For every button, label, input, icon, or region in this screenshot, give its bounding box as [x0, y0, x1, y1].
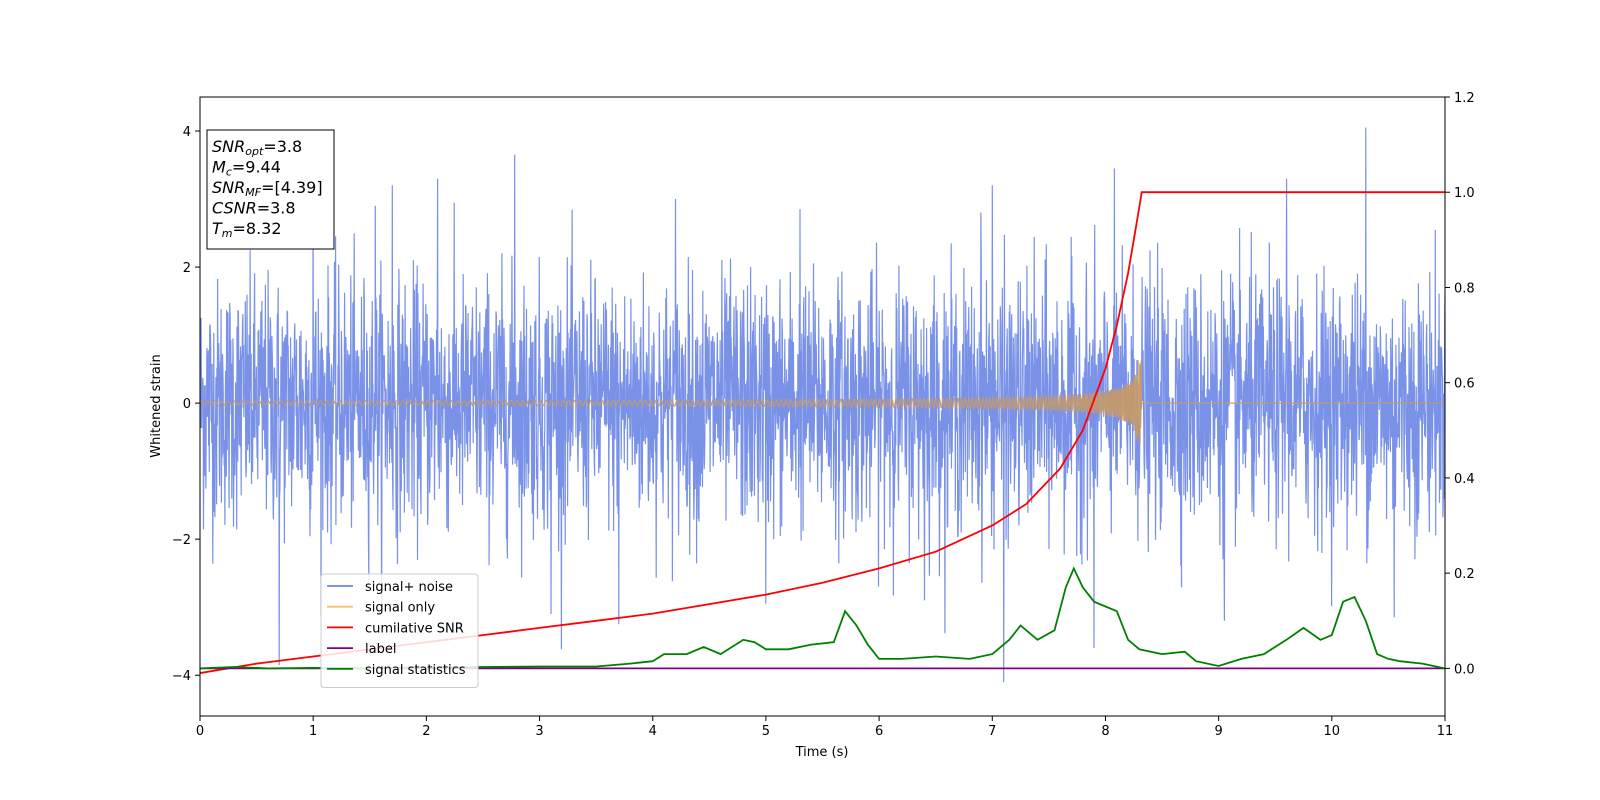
legend-label: label [365, 642, 396, 657]
x-tick-label: 1 [309, 724, 317, 739]
legend-label: signal only [365, 601, 435, 616]
y-axis-label: Whitened strain [149, 354, 164, 457]
x-tick-label: 3 [535, 724, 543, 739]
series-signal-only [200, 360, 1445, 445]
legend: signal+ noise signal only cumilative SNR la… [320, 573, 479, 688]
x-tick-label: 10 [1324, 724, 1341, 739]
y-axis-right: 0.0 0.2 0.4 0.6 0.8 1.0 1.2 [1445, 91, 1475, 677]
y2-tick-label: 0.8 [1454, 281, 1475, 296]
x-tick-label: 8 [1101, 724, 1109, 739]
y-tick-label: 2 [183, 261, 191, 276]
legend-frame [320, 573, 479, 688]
legend-label: signal statistics [365, 663, 466, 678]
x-tick-label: 4 [649, 724, 657, 739]
x-axis-label: Time (s) [795, 745, 849, 760]
y-axis-left: −4 −2 0 2 4 [172, 125, 200, 684]
y2-tick-label: 0.6 [1454, 377, 1475, 392]
info-line: SNRMF=[4.39] [212, 178, 323, 199]
x-tick-label: 9 [1214, 724, 1222, 739]
info-box-frame [206, 129, 335, 250]
series-signal-statistics [200, 566, 1445, 670]
info-line: CSNR=3.8 [212, 199, 296, 218]
y2-tick-label: 1.2 [1454, 91, 1475, 106]
x-tick-label: 7 [988, 724, 996, 739]
x-tick-label: 6 [875, 724, 883, 739]
y-tick-label: −2 [172, 533, 191, 548]
info-line: Tm=8.32 [212, 219, 282, 240]
x-tick-label: 0 [196, 724, 204, 739]
x-tick-label: 11 [1437, 724, 1454, 739]
y-tick-label: 0 [183, 397, 191, 412]
y-tick-label: 4 [183, 125, 191, 140]
x-tick-label: 2 [422, 724, 430, 739]
y2-tick-label: 0.2 [1454, 567, 1475, 582]
y2-tick-label: 1.0 [1454, 186, 1475, 201]
legend-label: cumilative SNR [365, 621, 464, 636]
info-line: SNRopt=3.8 [212, 137, 302, 158]
series-signal-noise [200, 127, 1445, 683]
x-tick-label: 5 [762, 724, 770, 739]
y2-tick-label: 0.4 [1454, 472, 1475, 487]
info-line: Mc=9.44 [212, 158, 281, 179]
y2-tick-label: 0.0 [1454, 662, 1475, 677]
y-tick-label: −4 [172, 669, 191, 684]
legend-label: signal+ noise [365, 580, 453, 595]
x-axis: 0 1 2 3 4 5 6 7 8 9 10 11 [196, 716, 1453, 739]
info-box: SNRopt=3.8Mc=9.44SNRMF=[4.39]CSNR=3.8Tm=… [206, 129, 335, 250]
plot-frame [199, 96, 1446, 717]
